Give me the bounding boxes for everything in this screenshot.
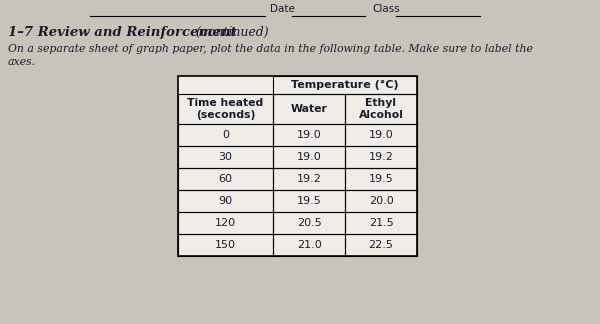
Text: 90: 90 xyxy=(218,196,233,206)
Text: Water: Water xyxy=(290,104,328,114)
Text: 21.5: 21.5 xyxy=(368,218,394,228)
Text: 60: 60 xyxy=(218,174,233,184)
Text: 19.5: 19.5 xyxy=(368,174,394,184)
Text: axes.: axes. xyxy=(8,57,36,67)
Text: Time heated
(seconds): Time heated (seconds) xyxy=(187,98,263,120)
Text: 30: 30 xyxy=(218,152,233,162)
Text: Class: Class xyxy=(372,4,400,14)
FancyBboxPatch shape xyxy=(178,76,417,256)
Text: 19.0: 19.0 xyxy=(296,130,322,140)
Text: 21.0: 21.0 xyxy=(296,240,322,250)
Text: Ethyl
Alcohol: Ethyl Alcohol xyxy=(359,98,403,120)
Text: 1–7 Review and Reinforcement: 1–7 Review and Reinforcement xyxy=(8,26,236,39)
Text: 19.0: 19.0 xyxy=(368,130,394,140)
Text: Temperature (°C): Temperature (°C) xyxy=(291,80,399,90)
Text: 22.5: 22.5 xyxy=(368,240,394,250)
Text: 20.5: 20.5 xyxy=(296,218,322,228)
Text: 19.5: 19.5 xyxy=(296,196,322,206)
Text: Date: Date xyxy=(270,4,295,14)
Text: 0: 0 xyxy=(222,130,229,140)
Text: On a separate sheet of graph paper, plot the data in the following table. Make s: On a separate sheet of graph paper, plot… xyxy=(8,44,533,54)
Text: (continued): (continued) xyxy=(192,26,269,39)
Text: 20.0: 20.0 xyxy=(368,196,394,206)
Text: 19.2: 19.2 xyxy=(296,174,322,184)
Text: 19.0: 19.0 xyxy=(296,152,322,162)
Text: 150: 150 xyxy=(215,240,236,250)
Text: 120: 120 xyxy=(215,218,236,228)
Text: 19.2: 19.2 xyxy=(368,152,394,162)
